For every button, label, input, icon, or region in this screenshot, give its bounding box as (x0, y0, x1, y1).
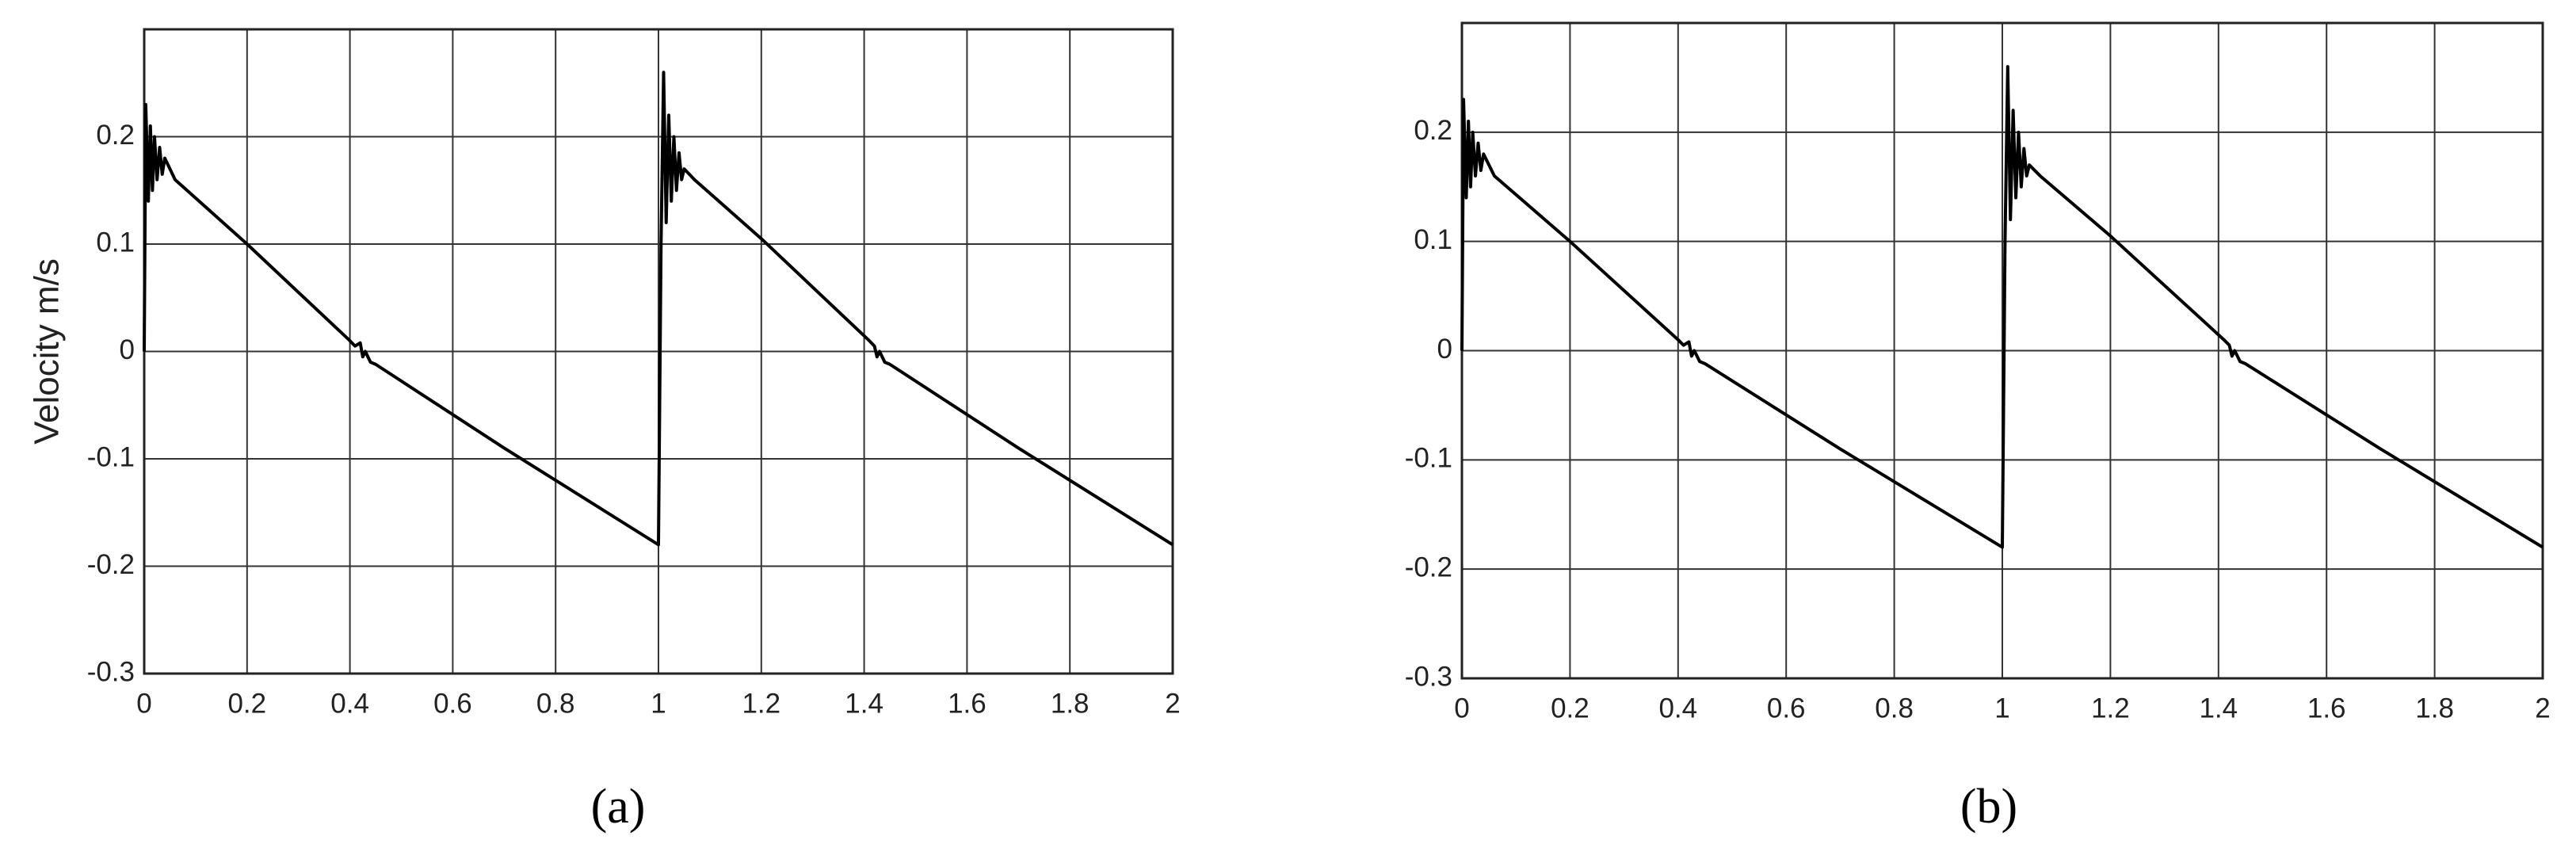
y-tick-label: 0.2 (1414, 115, 1452, 146)
caption: (b) (1960, 780, 2017, 834)
x-tick-label: 0.8 (536, 688, 575, 719)
y-axis-label: Velocity m/s (28, 258, 67, 445)
x-tick-label: 1 (1994, 693, 2009, 723)
y-tick-label: -0.1 (1405, 443, 1452, 474)
x-tick-label: 0 (136, 688, 151, 719)
x-tick-label: 1.2 (2091, 693, 2130, 723)
x-tick-label: 1.6 (2307, 693, 2346, 723)
y-tick-label: 0.1 (1414, 224, 1452, 255)
x-tick-label: 0 (1454, 693, 1469, 723)
y-tick-label: -0.3 (1405, 661, 1452, 692)
y-tick-label: 0 (1437, 334, 1452, 365)
x-tick-label: 1.4 (845, 688, 883, 719)
x-tick-label: 2 (1165, 688, 1180, 719)
y-tick-label: -0.2 (87, 549, 135, 580)
x-tick-label: 0.8 (1875, 693, 1914, 723)
y-tick-label: -0.1 (87, 441, 135, 472)
x-tick-label: 1.2 (742, 688, 780, 719)
x-tick-label: 1.8 (1051, 688, 1090, 719)
y-tick-label: 0 (120, 334, 135, 365)
y-tick-label: -0.3 (87, 656, 135, 687)
x-tick-label: 1.8 (2415, 693, 2454, 723)
x-tick-label: 0.2 (227, 688, 266, 719)
x-tick-label: 2 (2535, 693, 2550, 723)
x-tick-label: 0.4 (1658, 693, 1697, 723)
x-tick-label: 0.4 (330, 688, 369, 719)
x-tick-label: 1.6 (948, 688, 987, 719)
x-tick-label: 0.2 (1551, 693, 1589, 723)
y-tick-label: 0.2 (96, 120, 135, 151)
x-tick-label: 0.6 (1767, 693, 1806, 723)
data-line (1460, 65, 2544, 549)
y-tick-label: -0.2 (1405, 552, 1452, 582)
y-tick-label: 0.1 (96, 227, 135, 258)
data-line (143, 71, 1174, 547)
caption: (a) (591, 780, 646, 834)
x-tick-label: 1.4 (2199, 693, 2238, 723)
x-tick-label: 0.6 (433, 688, 472, 719)
x-tick-label: 1 (651, 688, 666, 719)
